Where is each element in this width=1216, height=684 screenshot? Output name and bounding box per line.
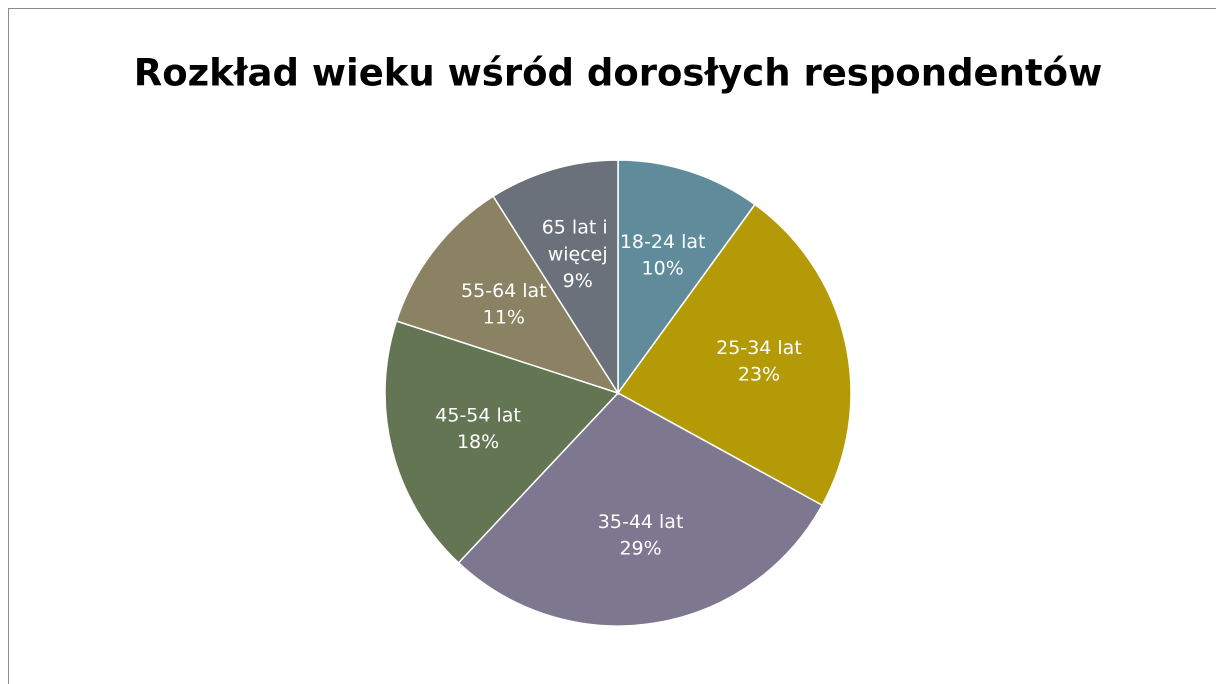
slice-value-label: 29% <box>619 538 661 560</box>
chart-title: Rozkład wieku wśród dorosłych respondent… <box>134 52 1103 95</box>
slice-category-label: 45-54 lat <box>435 404 521 426</box>
slice-category-label: 18-24 lat <box>620 231 706 253</box>
slice-category-label: 65 lat i więcej <box>542 216 614 265</box>
slice-category-label: 35-44 lat <box>598 511 684 533</box>
pie-slice <box>617 159 757 396</box>
slice-value-label: 10% <box>642 258 684 280</box>
pie-slice <box>616 203 852 507</box>
slice-category-label: 55-64 lat <box>461 279 547 301</box>
pie-slice <box>492 159 619 396</box>
slice-value-label: 18% <box>457 431 499 453</box>
slice-value-label: 23% <box>738 363 780 385</box>
pie-slice <box>384 320 620 564</box>
slice-value-label: 11% <box>483 306 525 328</box>
slice-value-label: 9% <box>563 270 593 292</box>
slice-category-label: 25-34 lat <box>716 336 802 358</box>
pie-slice <box>395 195 620 395</box>
pie-slice <box>457 392 824 627</box>
